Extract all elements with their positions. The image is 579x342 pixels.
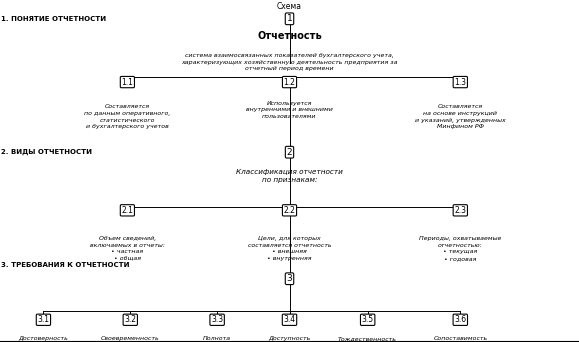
Text: 2. ВИДЫ ОТЧЕТНОСТИ: 2. ВИДЫ ОТЧЕТНОСТИ	[1, 149, 92, 155]
Text: Составляется
на основе инструкций
и указаний, утвержденных
Минфином РФ: Составляется на основе инструкций и указ…	[415, 104, 505, 129]
Text: 3. ТРЕБОВАНИЯ К ОТЧЕТНОСТИ: 3. ТРЕБОВАНИЯ К ОТЧЕТНОСТИ	[1, 262, 130, 268]
Text: 3.4: 3.4	[284, 315, 295, 324]
Text: 2: 2	[287, 148, 292, 157]
Text: 3.5: 3.5	[362, 315, 373, 324]
Text: 3.2: 3.2	[124, 315, 136, 324]
Text: Сопоставимость: Сопоставимость	[433, 336, 488, 341]
Text: Составляется
по данным оперативного,
статистического
и бухгалтерского учетов: Составляется по данным оперативного, ста…	[84, 104, 171, 129]
Text: Своевременность: Своевременность	[101, 336, 160, 341]
Text: Доступность: Доступность	[269, 336, 310, 341]
Text: 3.3: 3.3	[211, 315, 223, 324]
Text: 1.1: 1.1	[122, 78, 133, 87]
Text: 3: 3	[287, 274, 292, 283]
Text: Тождественность: Тождественность	[338, 336, 397, 341]
Text: Используется
внутренними и внешними
пользователями: Используется внутренними и внешними поль…	[246, 101, 333, 119]
Text: Отчетность: Отчетность	[257, 31, 322, 41]
Text: 3.1: 3.1	[38, 315, 49, 324]
Text: 1. ПОНЯТИЕ ОТЧЕТНОСТИ: 1. ПОНЯТИЕ ОТЧЕТНОСТИ	[1, 16, 107, 22]
Text: 1: 1	[287, 14, 292, 23]
Text: Периоды, охватываемые
отчетностью:
• текущая
• годовая: Периоды, охватываемые отчетностью: • тек…	[419, 236, 501, 261]
Text: Достоверность: Достоверность	[19, 336, 68, 341]
Text: 3.6: 3.6	[455, 315, 466, 324]
Text: 2.3: 2.3	[455, 206, 466, 215]
Text: Схема: Схема	[277, 2, 302, 11]
Text: Полнота: Полнота	[203, 336, 231, 341]
Text: 1.3: 1.3	[455, 78, 466, 87]
Text: 2.2: 2.2	[284, 206, 295, 215]
Text: система взаимосвязанных показателей бухгалтерского учета,
характеризующих хозяйс: система взаимосвязанных показателей бухг…	[181, 53, 398, 71]
Text: 2.1: 2.1	[122, 206, 133, 215]
Text: Объем сведений,
включаемых в отчеты:
• частная
• общая: Объем сведений, включаемых в отчеты: • ч…	[90, 236, 165, 261]
Text: Классификация отчетности
по признакам:: Классификация отчетности по признакам:	[236, 169, 343, 183]
Text: 1.2: 1.2	[284, 78, 295, 87]
Text: Цели, для которых
составляется отчетность
• внешняя
• внутренняя: Цели, для которых составляется отчетност…	[248, 236, 331, 261]
